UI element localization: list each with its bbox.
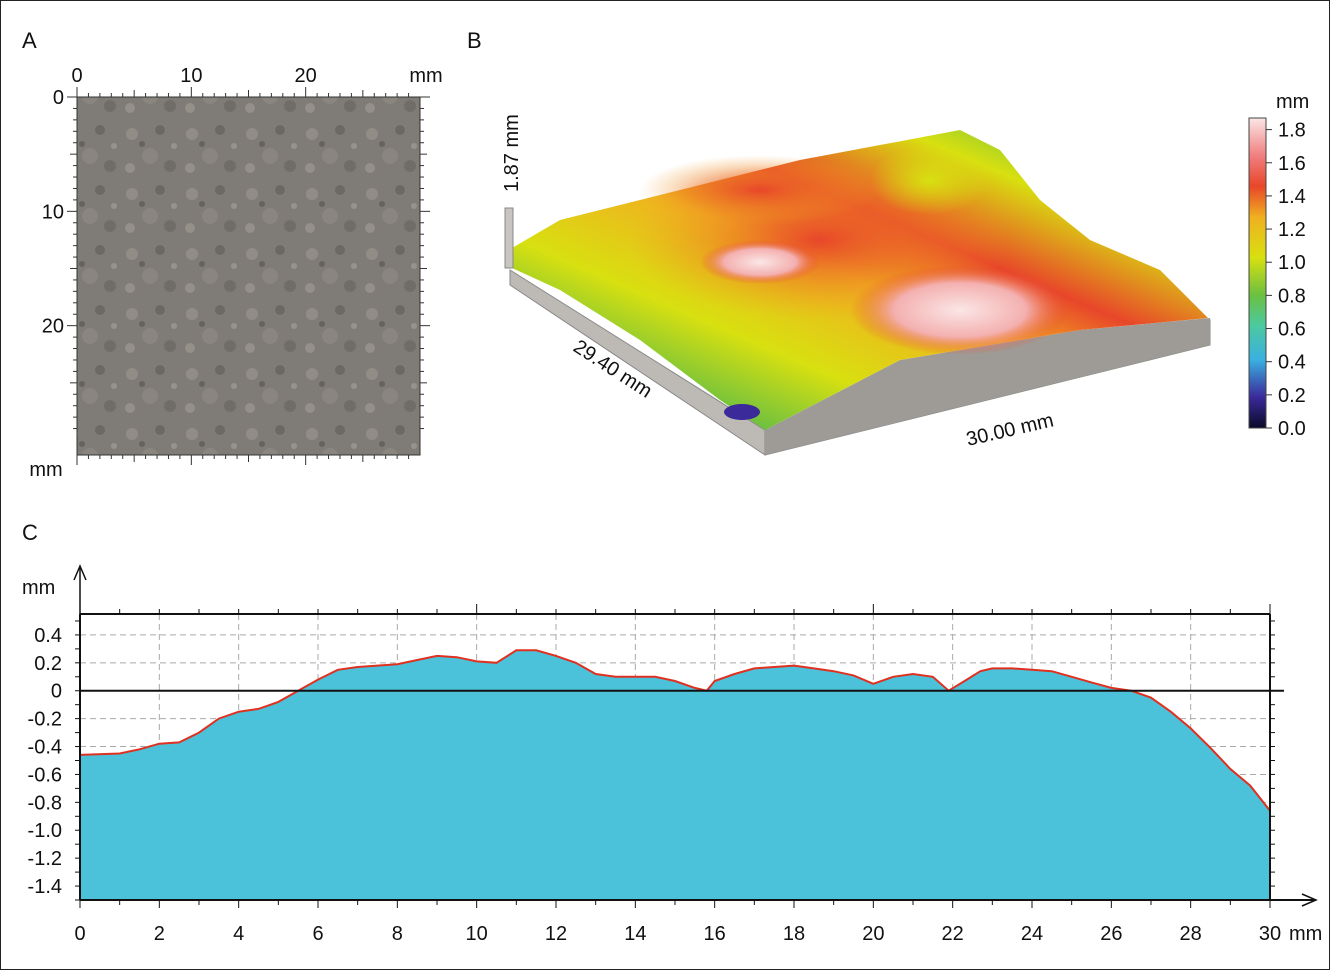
terrain-blue-corner [724,404,760,420]
panel-a-surface-image: 0 10 20 0 10 20 mm mm [29,65,442,481]
profile-y-tick-label: -1.4 [28,876,62,898]
profile-x-tick-label: 6 [312,923,323,945]
colorbar-tick-label: 1.6 [1278,153,1306,175]
profile-x-tick-label: 12 [545,923,567,945]
panel-a-x-tick-label: 10 [180,65,202,87]
profile-axes: 0 2 4 6 8 10 12 14 16 18 20 22 24 26 28 300.40.20-0.2-0… [28,564,1318,945]
panel-label-a: A [22,28,37,53]
terrain-pink-region [850,265,1070,355]
profile-x-tick-label: 4 [233,923,244,945]
profile-x-tick-label: 10 [466,923,488,945]
profile-x-tick-label: 26 [1100,923,1122,945]
profile-x-axis-arrowhead [1301,893,1318,907]
profile-x-tick-label: 16 [704,923,726,945]
width-label: 30.00 mm [964,409,1056,450]
colorbar [1248,117,1267,429]
profile-y-tick-label: -0.8 [28,792,62,814]
profile-x-unit: mm [1289,923,1322,945]
profile-x-tick-label: 0 [74,923,85,945]
colorbar-unit: mm [1276,91,1309,113]
profile-y-tick-label: -0.2 [28,709,62,731]
block-side-wall [765,318,1210,455]
profile-x-tick-label: 2 [154,923,165,945]
panel-a-unit-bottom: mm [29,459,62,481]
profile-x-tick-label: 14 [624,923,646,945]
panel-a-x-tick-label: 20 [295,65,317,87]
profile-x-tick-label: 22 [942,923,964,945]
profile-x-tick-label: 8 [392,923,403,945]
profile-y-tick-label: 0 [51,681,62,703]
profile-x-tick-label: 18 [783,923,805,945]
colorbar-tick-label: 0.8 [1278,285,1306,307]
profile-y-tick-label: -0.6 [28,764,62,786]
profile-x-tick-label: 24 [1021,923,1043,945]
profile-y-tick-label: -1.2 [28,848,62,870]
stone-surface-shade [77,97,420,455]
panel-a-axes: 0 10 20 0 10 20 mm mm [29,65,442,481]
colorbar-tick-label: 0.6 [1278,319,1306,341]
profile-x-tick-label: 20 [862,923,884,945]
panel-a-unit-top: mm [409,65,442,87]
panel-label-b: B [467,28,482,53]
profile-y-tick-label: -0.4 [28,737,62,759]
colorbar-tick-label: 1.0 [1278,252,1306,274]
profile-x-tick-label: 30 [1259,923,1281,945]
panel-a-x-tick-label: 0 [71,65,82,87]
profile-y-tick-label: -1.0 [28,820,62,842]
panel-b-3d-surface: 1.87 mm 29.40 mm 30.00 mm mm 0.00.20.40.… [501,91,1309,456]
colorbar-tick-label: 0.0 [1278,418,1306,440]
colorbar-tick-label: 1.4 [1278,186,1306,208]
profile-y-tick-label: 0.2 [34,653,62,675]
profile-line [79,649,1271,812]
profile-y-unit: mm [22,577,55,599]
panel-a-y-tick-label: 20 [42,316,64,338]
terrain-yellow-region [870,145,990,215]
colorbar-tick-label: 1.2 [1278,219,1306,241]
colorbar-tick-label: 0.4 [1278,352,1306,374]
stone-surface-image [77,97,420,455]
colorbar-ticks: 0.0 0.2 0.4 0.6 0.8 1.0 1.2 1.4 1.6 1.8 [1266,120,1306,440]
terrain-pink-region-2 [700,240,820,284]
colorbar-tick-label: 0.2 [1278,385,1306,407]
panel-a-y-tick-label: 0 [53,87,64,109]
profile-y-tick-label: 0.4 [34,625,62,647]
terrain-red-region-2 [640,155,880,225]
height-scale-bar [504,207,514,269]
panel-label-c: C [22,520,38,545]
height-label: 1.87 mm [501,114,523,192]
colorbar-tick-label: 1.8 [1278,120,1306,142]
profile-y-axis-arrowhead [73,564,87,581]
profile-x-tick-label: 28 [1180,923,1202,945]
profile-area [80,650,1270,900]
panel-c-profile-chart: 0 2 4 6 8 10 12 14 16 18 20 22 24 26 28 300.40.20-0.2-0… [22,564,1322,945]
panel-a-y-tick-label: 10 [42,201,64,223]
